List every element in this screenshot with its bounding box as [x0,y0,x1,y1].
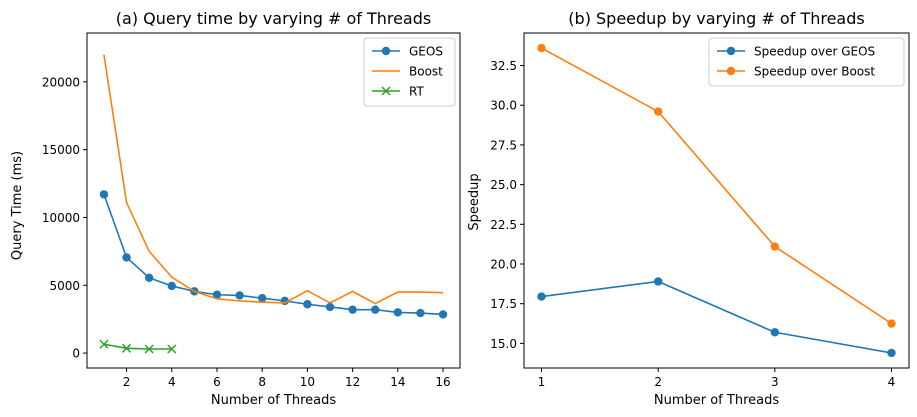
legend-marker [381,46,391,56]
plot-marks [99,54,448,354]
data-point [167,281,176,291]
legend-label: GEOS [409,45,443,59]
y-tick-label: 30.0 [490,99,517,113]
data-point [653,277,663,286]
x-axis-label: Number of Threads [211,393,336,408]
series-boost [103,54,444,305]
data-point [770,242,780,251]
series-line [103,54,444,305]
series-line [103,194,444,316]
legend-entry: Speedup over Boost [717,65,875,79]
y-tick-label: 22.5 [490,218,517,232]
x-tick-label: 14 [390,375,405,389]
x-tick-label: 10 [300,375,315,389]
x-tick-label: 12 [345,375,360,389]
series-line [541,47,892,325]
data-point [653,107,663,116]
data-point [887,319,896,328]
y-tick-label: 25.0 [490,178,517,192]
y-tick-label: 32.5 [490,59,517,73]
data-point [303,300,312,309]
x-axis-label: Number of Threads [654,393,779,408]
data-point [122,343,132,353]
y-tick-label: 20.0 [490,258,517,272]
data-point [438,310,448,319]
data-point [235,291,244,300]
axis-ticks: 2 4 6 8 10 12 14 16 0 5000 10000 15000 20000 [42,75,451,389]
panel-query-time: (a) Query time by varying # of Threads Q… [10,9,461,408]
series-line [541,280,892,354]
data-point [537,43,546,53]
y-axis-label: Query Time (ms) [10,151,25,260]
x-tick-label: 2 [123,375,131,389]
data-point [371,305,380,314]
data-point [416,308,425,318]
data-point [393,308,403,317]
y-tick-label: 27.5 [490,138,517,152]
axis-ticks: 1 2 3 4 15.0 17.5 20.0 22.5 25.0 27.5 30.0 32.5 [490,59,895,389]
x-tick-label: 16 [435,375,450,389]
y-tick-label: 20000 [42,75,80,89]
y-tick-label: 17.5 [490,297,517,311]
legend-entry: GEOS [372,45,443,59]
series-speedup-over-geos [537,277,896,358]
data-point [122,253,131,262]
series-speedup-over-boost [537,43,896,328]
data-point [167,344,177,354]
data-point [99,190,109,199]
data-point [144,344,154,354]
data-point [99,339,109,349]
legend-entry: Boost [372,65,443,79]
x-tick-label: 2 [654,375,662,389]
y-axis-label: Speedup [467,173,482,230]
panel-speedup: (b) Speedup by varying # of Threads Spee… [467,9,910,408]
data-point [144,273,154,283]
legend-label: Speedup over GEOS [754,45,875,59]
x-tick-label: 4 [888,375,896,389]
chart-title: (b) Speedup by varying # of Threads [568,9,864,28]
legend-label: Boost [409,65,443,79]
y-tick-label: 0 [72,347,80,361]
data-point [257,293,267,303]
data-point [887,348,896,358]
x-tick-label: 8 [258,375,266,389]
x-tick-label: 6 [213,375,221,389]
y-tick-label: 5000 [49,279,80,293]
x-tick-label: 4 [168,375,176,389]
legend-box [708,37,905,87]
legend-label: Speedup over Boost [754,65,875,79]
data-point [212,290,222,299]
data-point [325,302,335,312]
legend-entry: RT [372,85,424,99]
plot-frame [86,32,461,369]
chart-title: (a) Query time by varying # of Threads [116,9,431,28]
x-tick-label: 3 [771,375,779,389]
plot-marks [537,43,896,358]
legend-entry: Speedup over GEOS [717,45,875,59]
y-tick-label: 15.0 [490,337,517,351]
series-line [103,343,172,350]
y-tick-label: 10000 [42,211,80,225]
legend-marker [726,66,736,76]
series-rt [99,339,177,354]
legend-label: RT [409,85,424,99]
data-point [537,292,546,301]
series-geos [99,190,448,319]
legend: GEOS Boost RT [363,37,456,107]
data-point [348,305,357,314]
y-tick-label: 15000 [42,143,80,157]
x-tick-label: 1 [538,375,546,389]
legend-marker [381,86,391,96]
legend: Speedup over GEOS Speedup over Boost [708,37,905,87]
legend-marker [726,46,736,56]
plot-frame [523,32,910,369]
data-point [770,328,780,337]
